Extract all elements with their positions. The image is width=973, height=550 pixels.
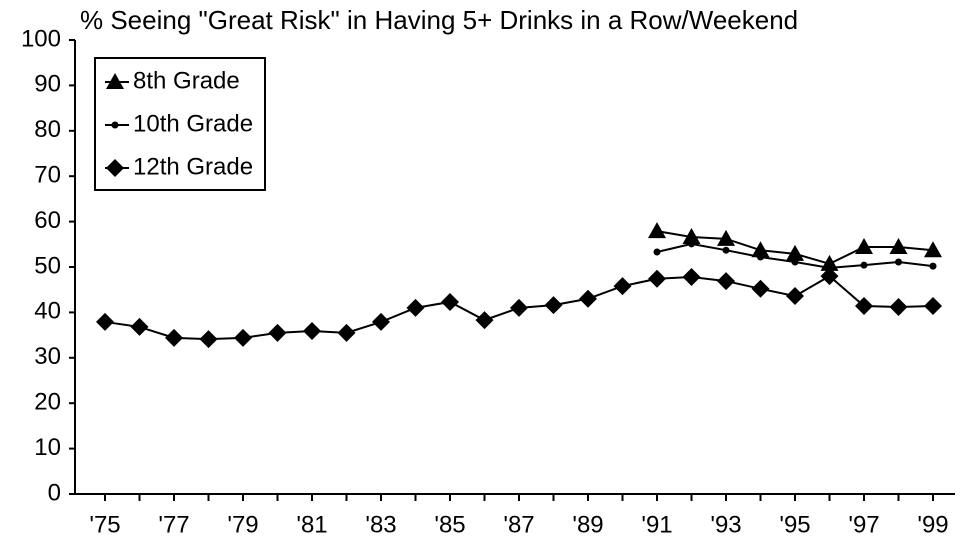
marker-dot	[722, 246, 730, 254]
legend-label: 12th Grade	[133, 153, 253, 180]
marker-triangle	[106, 73, 124, 89]
y-tick-label: 100	[21, 25, 61, 52]
marker-dot	[653, 248, 661, 256]
marker-diamond	[924, 297, 942, 316]
marker-diamond	[441, 292, 459, 311]
y-tick-label: 70	[34, 162, 61, 189]
marker-dot	[111, 121, 119, 129]
y-tick-label: 30	[34, 343, 61, 370]
marker-diamond	[268, 323, 287, 342]
marker-diamond	[717, 272, 735, 291]
marker-diamond	[372, 312, 390, 331]
marker-dot	[688, 240, 695, 248]
marker-dot	[860, 261, 868, 269]
x-tick-label: '75	[89, 511, 120, 538]
marker-triangle	[682, 228, 701, 245]
y-tick-label: 90	[34, 71, 61, 98]
x-tick-label: '83	[365, 511, 396, 538]
marker-diamond	[337, 323, 356, 342]
marker-diamond	[510, 298, 528, 317]
marker-triangle	[924, 241, 942, 258]
marker-dot	[791, 258, 799, 266]
x-tick-label: '97	[848, 511, 879, 538]
marker-diamond	[579, 289, 597, 308]
marker-diamond	[96, 312, 114, 331]
x-tick-label: '77	[158, 511, 189, 538]
marker-dot	[895, 258, 902, 266]
marker-diamond	[406, 298, 425, 317]
y-tick-label: 50	[34, 252, 61, 279]
marker-diamond	[855, 297, 873, 316]
marker-diamond	[475, 311, 494, 330]
x-tick-label: '95	[779, 511, 810, 538]
marker-triangle	[648, 222, 666, 239]
marker-triangle	[751, 241, 770, 258]
marker-diamond	[648, 269, 666, 288]
x-tick-label: '85	[434, 511, 465, 538]
marker-diamond	[130, 317, 149, 336]
x-tick-label: '91	[641, 511, 672, 538]
marker-dot	[929, 262, 937, 270]
x-tick-label: '99	[917, 511, 948, 538]
marker-triangle	[717, 229, 735, 246]
y-tick-label: 0	[48, 479, 61, 506]
marker-diamond	[682, 267, 701, 286]
marker-dot	[757, 253, 764, 261]
y-tick-label: 80	[34, 116, 61, 143]
marker-diamond	[786, 287, 804, 306]
x-tick-label: '87	[503, 511, 534, 538]
x-tick-label: '79	[227, 511, 258, 538]
marker-diamond	[820, 267, 839, 286]
x-tick-label: '81	[296, 511, 327, 538]
chart-title: % Seeing "Great Risk" in Having 5+ Drink…	[80, 5, 798, 35]
marker-diamond	[544, 296, 563, 315]
marker-triangle	[855, 238, 873, 255]
marker-diamond	[751, 279, 770, 298]
x-tick-label: '89	[572, 511, 603, 538]
y-tick-label: 10	[34, 434, 61, 461]
marker-diamond	[889, 297, 908, 316]
marker-diamond	[199, 330, 218, 349]
marker-diamond	[613, 277, 632, 296]
legend-label: 10th Grade	[133, 110, 253, 137]
marker-diamond	[303, 322, 321, 341]
marker-diamond	[106, 159, 124, 177]
marker-diamond	[234, 328, 252, 347]
marker-triangle	[889, 238, 908, 255]
y-tick-label: 20	[34, 389, 61, 416]
marker-diamond	[165, 328, 183, 347]
y-tick-label: 40	[34, 298, 61, 325]
x-tick-label: '93	[710, 511, 741, 538]
y-tick-label: 60	[34, 207, 61, 234]
marker-triangle	[786, 244, 804, 261]
legend-label: 8th Grade	[133, 67, 240, 94]
